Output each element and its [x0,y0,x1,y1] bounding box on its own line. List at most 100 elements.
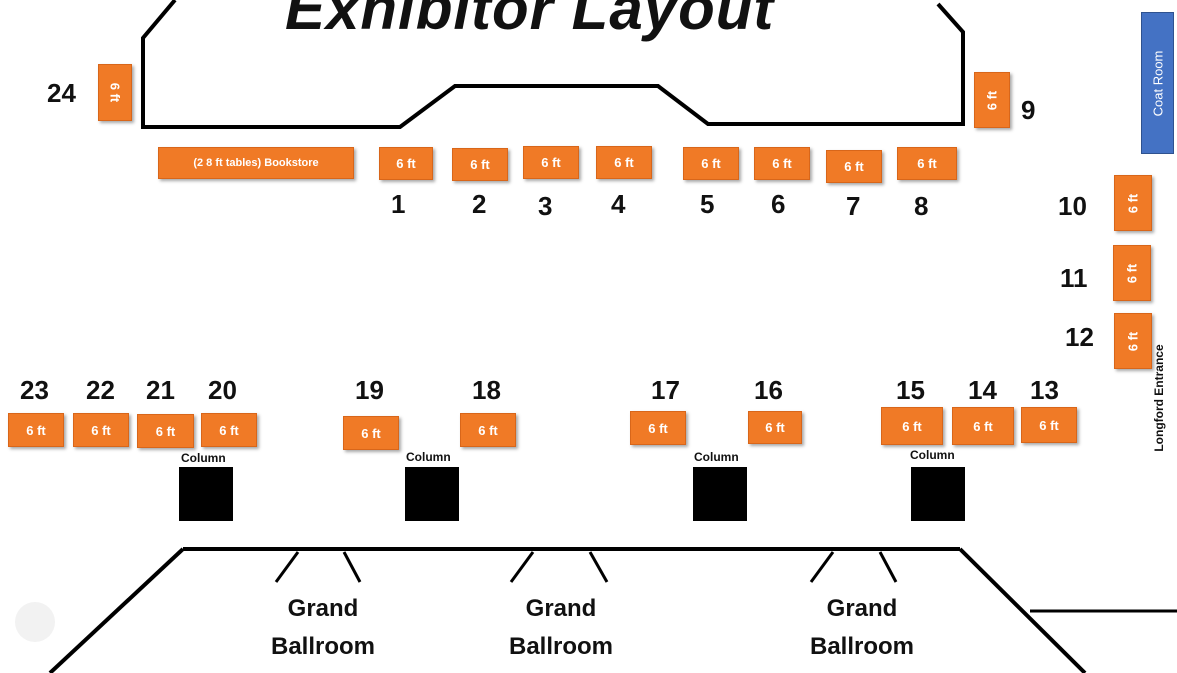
column-label: Column [694,450,739,464]
table-label: 6 ft [614,155,634,170]
table-number-3: 3 [538,191,553,221]
table-19: 6 ft [343,416,399,450]
table-label: 6 ft [1125,193,1141,213]
table-11: 6 ft [1113,245,1151,301]
table-6: 6 ft [754,147,810,180]
table-number-13: 13 [1030,375,1059,405]
table-number-17: 17 [651,375,680,405]
table-2: 6 ft [452,148,508,181]
table-label: 6 ft [478,422,498,438]
table-label: 6 ft [765,420,785,435]
table-number-4: 4 [611,189,626,219]
ballroom-line2: Ballroom [508,633,613,660]
table-9: 6 ft [974,72,1010,128]
table-21: 6 ft [137,414,194,448]
table-number-23: 23 [20,375,49,405]
table-8: 6 ft [897,147,957,180]
table-label: 6 ft [470,157,490,172]
table-number-24: 24 [47,78,76,108]
table-label: 6 ft [1125,331,1141,351]
table-label: 6 ft [396,156,416,171]
table-18: 6 ft [460,413,516,447]
door-mark [878,551,898,583]
table-4: 6 ft [596,146,652,179]
table-label: 6 ft [1039,417,1059,433]
table-bookstore: (2 8 ft tables) Bookstore [158,147,354,179]
table-24: 6 ft [98,64,132,121]
ballroom-line1: Grand [826,595,898,622]
table-label: 6 ft [361,425,381,441]
table-number-9: 9 [1021,95,1036,125]
table-7: 6 ft [826,150,882,183]
table-number-7: 7 [846,191,861,221]
table-17: 6 ft [630,411,686,445]
table-number-6: 6 [771,189,786,219]
table-20: 6 ft [201,413,257,447]
table-number-15: 15 [896,375,925,405]
table-number-11: 11 [1060,263,1088,293]
top-room-outline [141,0,965,129]
table-5: 6 ft [683,147,739,180]
table-label: 6 ft [701,156,721,171]
door-mark [809,551,835,583]
table-number-18: 18 [472,375,501,405]
table-10: 6 ft [1114,175,1152,231]
table-label: 6 ft [648,420,668,436]
column-label: Column [910,448,955,462]
column [911,467,965,521]
table-number-14: 14 [968,375,997,405]
longford-entrance-label: Longford Entrance [1152,344,1166,452]
column [693,467,747,521]
table-number-1: 1 [391,189,406,219]
table-label: 6 ft [219,422,239,438]
table-22: 6 ft [73,413,129,447]
column-label: Column [406,450,451,464]
coat-room-label: Coat Room [1150,50,1165,116]
ballroom-line2: Ballroom [809,633,914,660]
table-label: (2 8 ft tables) Bookstore [193,157,319,169]
table-13: 6 ft [1021,407,1077,443]
door-mark [274,551,300,583]
door-mark [509,551,535,583]
grand-ballroom-label: Grand Ballroom [491,590,631,666]
table-number-22: 22 [86,375,115,405]
table-number-2: 2 [472,189,487,219]
table-label: 6 ft [917,156,937,171]
coat-room: Coat Room [1141,12,1174,154]
column [179,467,233,521]
grand-ballroom-label: Grand Ballroom [253,590,393,666]
table-label: 6 ft [772,156,792,171]
table-number-19: 19 [355,375,384,405]
table-15: 6 ft [881,407,943,445]
table-number-21: 21 [146,375,175,405]
table-label: 6 ft [541,155,561,170]
table-label: 6 ft [973,418,993,434]
table-number-10: 10 [1058,191,1087,221]
table-label: 6 ft [1124,263,1140,283]
table-number-5: 5 [700,189,715,219]
table-label: 6 ft [26,422,46,438]
ballroom-line1: Grand [525,595,597,622]
table-3: 6 ft [523,146,579,179]
table-label: 6 ft [844,159,864,174]
table-label: 6 ft [155,423,176,439]
table-number-8: 8 [914,191,929,221]
table-16: 6 ft [748,411,802,444]
ballroom-line1: Grand [287,595,359,622]
table-number-16: 16 [754,375,783,405]
grand-ballroom-label: Grand Ballroom [792,590,932,666]
table-23: 6 ft [8,413,64,447]
table-label: 6 ft [107,82,123,103]
door-mark [588,551,609,583]
ballroom-line2: Ballroom [270,633,375,660]
column [405,467,459,521]
table-label: 6 ft [902,418,922,434]
table-label: 6 ft [984,90,1000,110]
table-14: 6 ft [952,407,1014,445]
table-1: 6 ft [379,147,433,180]
ballroom-wall-right [958,547,1087,673]
ballroom-wall-left [48,547,185,673]
table-12: 6 ft [1114,313,1152,369]
